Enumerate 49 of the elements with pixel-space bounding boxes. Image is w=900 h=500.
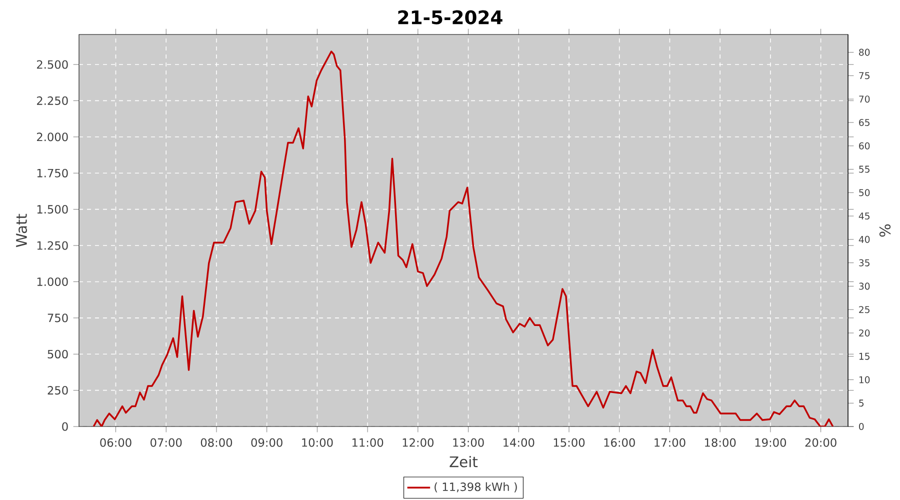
y-tick-label: 750 xyxy=(48,314,68,322)
x-axis-title: Zeit xyxy=(450,456,478,468)
x-tick-label: 16:00 xyxy=(604,438,635,447)
x-tick-label: 14:00 xyxy=(504,438,534,447)
y2-tick-label: 40 xyxy=(858,236,870,243)
x-tick-label: 11:00 xyxy=(352,438,384,447)
chart-title: 21-5-2024 xyxy=(398,10,502,24)
x-tick-label: 18:00 xyxy=(705,438,736,447)
y2-tick-label: 35 xyxy=(859,259,870,266)
y-tick-label: 2.000 xyxy=(36,132,68,142)
y-tick-label: 250 xyxy=(48,386,68,395)
y2-tick-label: 30 xyxy=(859,282,870,290)
y2-axis-title: % xyxy=(879,224,891,237)
y2-tick-label: 50 xyxy=(859,189,870,196)
x-tick-label: 13:00 xyxy=(453,438,484,447)
x-tick-label: 15:00 xyxy=(554,438,585,447)
y-tick-label: 1.250 xyxy=(37,241,68,250)
y-tick-label: 2.250 xyxy=(36,96,68,105)
x-tick-label: 06:00 xyxy=(100,438,132,447)
x-tick-label: 19:00 xyxy=(755,438,786,447)
y2-tick-label: 20 xyxy=(859,329,870,336)
y2-tick-label: 70 xyxy=(859,96,870,103)
x-tick-label: 07:00 xyxy=(150,438,182,447)
y-axis-title: Watt xyxy=(16,214,27,248)
y2-tick-label: 10 xyxy=(859,376,870,384)
y-tick-label: 1.750 xyxy=(37,168,68,178)
y-tick-label: 500 xyxy=(48,350,68,358)
x-tick-label: 17:00 xyxy=(654,438,686,447)
x-tick-label: 12:00 xyxy=(402,438,434,447)
x-tick-label: 08:00 xyxy=(200,438,232,447)
y2-tick-label: 80 xyxy=(859,48,870,56)
y2-tick-label: 60 xyxy=(859,142,870,150)
x-tick-label: 10:00 xyxy=(302,438,333,447)
y2-tick-label: 5 xyxy=(859,400,864,407)
y2-tick-label: 15 xyxy=(859,352,870,360)
y-tick-label: 1.500 xyxy=(37,205,68,214)
y2-tick-label: 75 xyxy=(859,72,870,80)
y2-tick-label: 25 xyxy=(859,306,870,314)
y2-tick-label: 0 xyxy=(859,423,864,430)
y-tick-label: 2.500 xyxy=(36,60,68,69)
line-series xyxy=(92,50,834,427)
y2-tick-label: 55 xyxy=(859,166,870,173)
legend-label: ( 11,398 kWh ) xyxy=(434,482,517,492)
x-tick-label: 09:00 xyxy=(251,438,282,447)
y2-tick-label: 45 xyxy=(858,212,870,220)
y2-tick-label: 65 xyxy=(859,118,870,126)
y-tick-label: 1.000 xyxy=(37,277,68,286)
y-tick-label: 0 xyxy=(62,422,68,431)
x-tick-label: 20:00 xyxy=(805,438,836,447)
